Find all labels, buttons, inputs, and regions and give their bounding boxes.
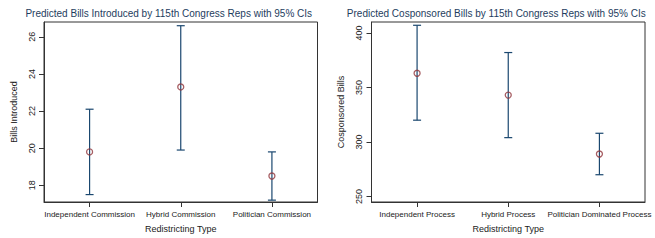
svg-text:Redistricting Type: Redistricting Type: [473, 224, 544, 234]
svg-text:Predicted Cosponsored Bills by: Predicted Cosponsored Bills by 115th Con…: [347, 8, 646, 19]
svg-text:24: 24: [27, 69, 37, 79]
svg-text:Independent Commission: Independent Commission: [44, 210, 135, 219]
svg-text:Politician Dominated Process: Politician Dominated Process: [547, 210, 651, 219]
svg-text:250: 250: [354, 189, 364, 204]
svg-text:Cosponsored Bills: Cosponsored Bills: [336, 75, 346, 148]
svg-text:26: 26: [27, 32, 37, 42]
svg-text:22: 22: [27, 106, 37, 116]
svg-text:Hybrid Process: Hybrid Process: [481, 210, 535, 219]
svg-text:Independent Process: Independent Process: [379, 210, 455, 219]
svg-text:18: 18: [27, 180, 37, 190]
svg-text:Redistricting Type: Redistricting Type: [145, 224, 216, 234]
svg-text:350: 350: [354, 80, 364, 95]
svg-text:300: 300: [354, 134, 364, 149]
svg-text:Politician Commission: Politician Commission: [233, 210, 311, 219]
svg-text:Hybrid Commission: Hybrid Commission: [146, 210, 215, 219]
svg-text:400: 400: [354, 25, 364, 40]
svg-text:20: 20: [27, 143, 37, 153]
svg-text:Predicted Bills Introduced by: Predicted Bills Introduced by 115th Cong…: [25, 8, 312, 19]
svg-text:Bills Introduced: Bills Introduced: [9, 81, 19, 143]
